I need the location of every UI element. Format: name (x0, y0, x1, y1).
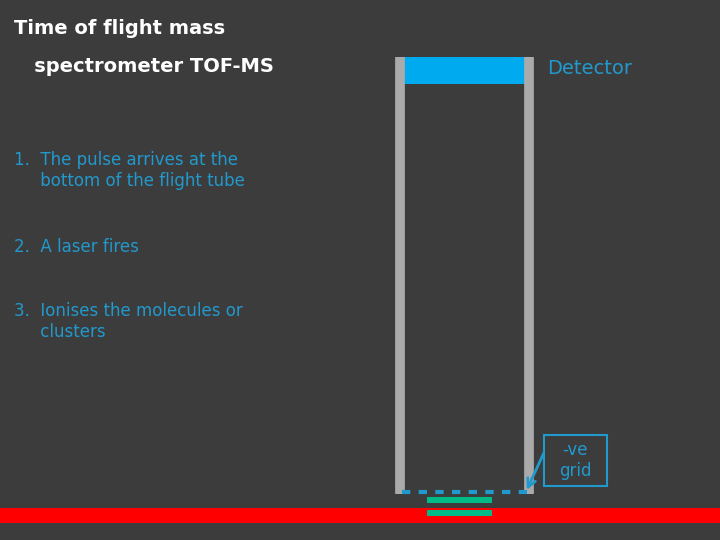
Text: Time of flight mass: Time of flight mass (14, 19, 225, 38)
Bar (427, 497, 492, 503)
Text: Detector: Detector (547, 59, 632, 78)
Text: 2.  A laser fires: 2. A laser fires (14, 238, 139, 255)
Text: -ve
grid: -ve grid (559, 441, 592, 480)
Bar (0, 508, 720, 523)
Bar (400, 57, 529, 84)
Bar (427, 510, 492, 516)
Bar (544, 435, 607, 486)
Text: 3.  Ionises the molecules or
     clusters: 3. Ionises the molecules or clusters (14, 302, 243, 341)
Text: 1.  The pulse arrives at the
     bottom of the flight tube: 1. The pulse arrives at the bottom of th… (14, 151, 246, 190)
Text: spectrometer TOF-MS: spectrometer TOF-MS (14, 57, 274, 76)
